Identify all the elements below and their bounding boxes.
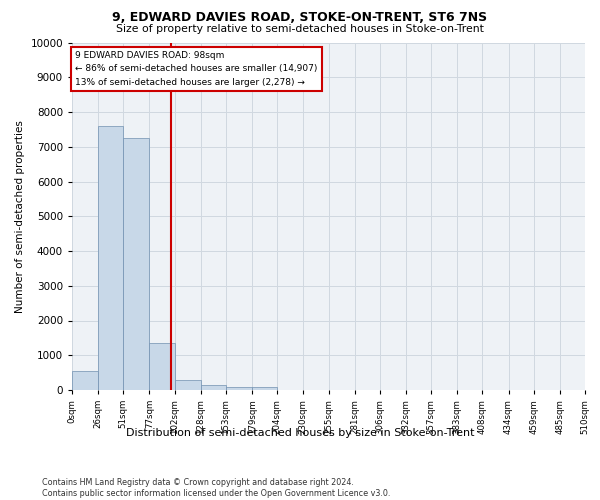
Bar <box>175 380 201 390</box>
Bar <box>149 343 175 390</box>
Bar <box>124 138 149 390</box>
Text: Size of property relative to semi-detached houses in Stoke-on-Trent: Size of property relative to semi-detach… <box>116 24 484 34</box>
Bar <box>252 387 277 390</box>
Text: 9, EDWARD DAVIES ROAD, STOKE-ON-TRENT, ST6 7NS: 9, EDWARD DAVIES ROAD, STOKE-ON-TRENT, S… <box>112 11 488 24</box>
Text: Contains HM Land Registry data © Crown copyright and database right 2024.
Contai: Contains HM Land Registry data © Crown c… <box>42 478 391 498</box>
Bar <box>98 126 124 390</box>
Bar <box>201 385 226 390</box>
Bar <box>226 386 252 390</box>
Text: Distribution of semi-detached houses by size in Stoke-on-Trent: Distribution of semi-detached houses by … <box>126 428 474 438</box>
Y-axis label: Number of semi-detached properties: Number of semi-detached properties <box>15 120 25 312</box>
Text: 9 EDWARD DAVIES ROAD: 98sqm
← 86% of semi-detached houses are smaller (14,907)
1: 9 EDWARD DAVIES ROAD: 98sqm ← 86% of sem… <box>75 51 317 86</box>
Bar <box>72 371 98 390</box>
